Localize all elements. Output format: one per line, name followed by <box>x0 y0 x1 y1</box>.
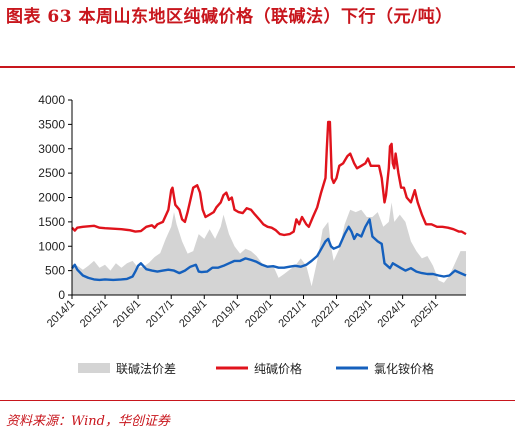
x-tick-label: 2014/1 <box>45 298 77 330</box>
y-tick-label: 2000 <box>38 191 65 205</box>
x-tick-label: 2016/1 <box>111 298 143 330</box>
series-area-0 <box>72 202 466 295</box>
x-tick-label: 2021/1 <box>276 298 308 330</box>
legend-label-0: 联碱法价差 <box>116 362 176 376</box>
line-layer <box>71 120 467 282</box>
x-tick-label: 2015/1 <box>78 298 110 330</box>
legend-swatch-0 <box>78 363 110 373</box>
x-tick-label: 2020/1 <box>243 298 275 330</box>
legend-label-2: 氯化铵价格 <box>374 361 434 376</box>
y-tick-label: 500 <box>45 264 65 278</box>
series-line-2 <box>71 218 467 282</box>
title-rule <box>0 66 515 68</box>
legend: 联碱法价差 纯碱价格 氯化铵价格 <box>78 361 434 376</box>
y-tick-label: 3500 <box>38 117 65 131</box>
source-note: 资料来源：Wind，华创证券 <box>6 414 170 429</box>
x-tick-label: 2022/1 <box>309 298 341 330</box>
source-rule <box>0 400 515 401</box>
x-tick-label: 2023/1 <box>342 298 374 330</box>
y-tick-label: 0 <box>58 288 65 302</box>
x-tick-label: 2018/1 <box>177 298 209 330</box>
y-tick-label: 1000 <box>38 239 65 253</box>
x-tick-label: 2017/1 <box>144 298 176 330</box>
y-tick-label: 3000 <box>38 142 65 156</box>
x-tick-label: 2024/1 <box>375 298 407 330</box>
y-tick-label: 1500 <box>38 215 65 229</box>
figure-title: 图表 63 本周山东地区纯碱价格（联碱法）下行（元/吨） <box>6 7 453 27</box>
y-tick-label: 2500 <box>38 166 65 180</box>
legend-label-1: 纯碱价格 <box>254 361 302 376</box>
x-tick-label: 2019/1 <box>210 298 242 330</box>
area-layer <box>72 202 466 295</box>
series-line-1 <box>71 120 467 237</box>
x-tick-label: 2025/1 <box>409 298 441 330</box>
y-tick-label: 4000 <box>38 93 65 107</box>
